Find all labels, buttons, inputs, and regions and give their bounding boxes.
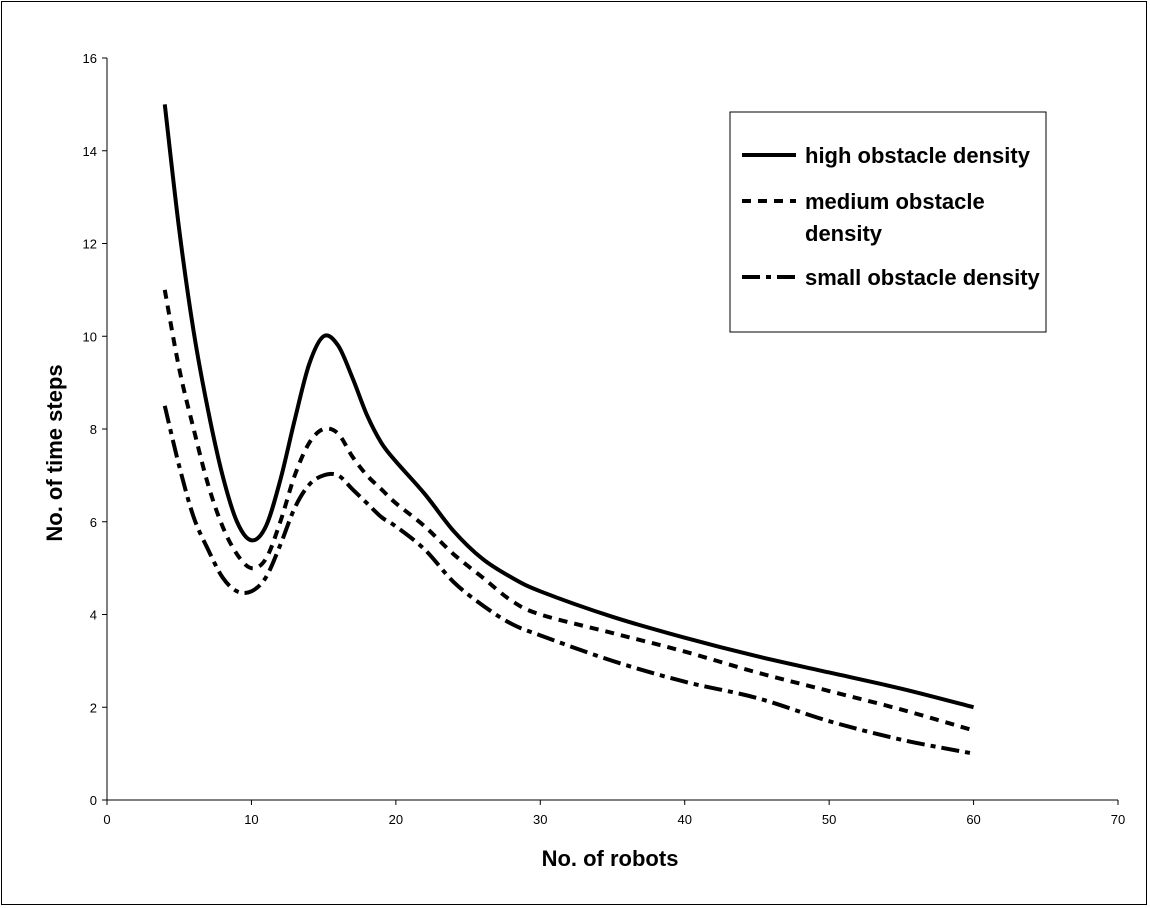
series-line-small-obstacle-density <box>162 405 974 756</box>
y-tick-label: 0 <box>90 793 97 808</box>
y-tick-label: 16 <box>83 51 97 66</box>
y-axis-title: No. of time steps <box>42 364 67 541</box>
legend-box <box>729 111 1047 333</box>
series-line-high-obstacle-density <box>162 104 975 710</box>
y-tick-label: 12 <box>83 237 97 252</box>
legend-label: small obstacle density <box>805 265 1041 290</box>
y-tick-label: 8 <box>90 422 97 437</box>
x-tick-label: 10 <box>244 812 258 827</box>
x-tick-label: 0 <box>103 812 110 827</box>
y-tick-label: 14 <box>83 144 97 159</box>
x-tick-label: 60 <box>966 812 980 827</box>
legend-label: medium obstacle density <box>805 189 985 246</box>
axes: 0 2 4 6 8 10 12 14 16 0 10 20 30 40 50 60 70 <box>83 51 1126 827</box>
x-tick-label: 20 <box>389 812 403 827</box>
y-tick-label: 10 <box>83 329 97 344</box>
legend: high obstacle density medium obstacle dens… <box>729 111 1047 333</box>
x-tick-label: 70 <box>1111 812 1125 827</box>
y-tick-label: 6 <box>90 515 97 530</box>
y-tick-label: 2 <box>90 700 97 715</box>
legend-label: high obstacle density <box>805 143 1031 168</box>
x-tick-label: 40 <box>677 812 691 827</box>
series-line-medium-obstacle-density <box>162 289 975 733</box>
x-tick-label: 50 <box>822 812 836 827</box>
series-layer <box>162 104 975 756</box>
y-tick-label: 4 <box>90 608 97 623</box>
x-axis-title: No. of robots <box>542 846 679 871</box>
x-tick-label: 30 <box>533 812 547 827</box>
